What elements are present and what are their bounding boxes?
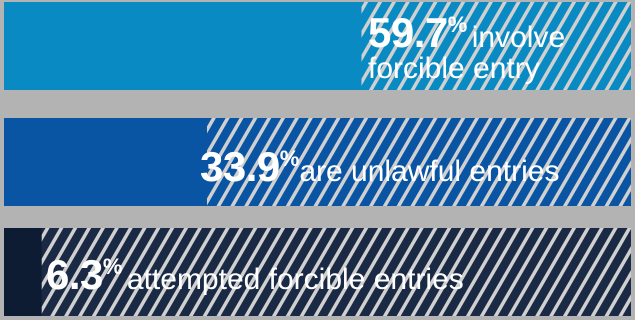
bar-solid-value — [4, 228, 42, 316]
desc-line1: are unlawful entries — [299, 155, 560, 188]
percent-sign: % — [102, 254, 123, 279]
desc-line1: involve — [471, 21, 566, 54]
value-label: 33.9 — [200, 143, 280, 190]
bar-label-forcible-entry: 59.7% involve forcible entry — [368, 12, 565, 84]
bar-track-attempted-entries — [4, 228, 631, 316]
bar-solid-value — [4, 2, 362, 90]
percent-sign: % — [447, 12, 468, 37]
bar-row-forcible-entry: 59.7% involve forcible entry — [4, 2, 631, 90]
bar-track-unlawful-entries — [4, 118, 631, 206]
bar-solid-value — [4, 118, 207, 206]
bar-label-unlawful-entries: 33.9%are unlawful entries — [200, 146, 559, 188]
bar-row-attempted-entries: 6.3% attempted forcible entries — [4, 228, 631, 316]
bar-hatch-remainder — [4, 228, 631, 316]
bar-label-attempted-entries: 6.3% attempted forcible entries — [46, 254, 464, 296]
desc-line1: attempted forcible entries — [126, 263, 464, 296]
value-label: 59.7 — [368, 9, 448, 56]
value-label: 6.3 — [46, 251, 103, 298]
desc-line2: forcible entry — [368, 52, 540, 85]
bar-track-forcible-entry — [4, 2, 631, 90]
percent-sign: % — [279, 146, 300, 171]
bar-row-unlawful-entries: 33.9%are unlawful entries — [4, 118, 631, 206]
